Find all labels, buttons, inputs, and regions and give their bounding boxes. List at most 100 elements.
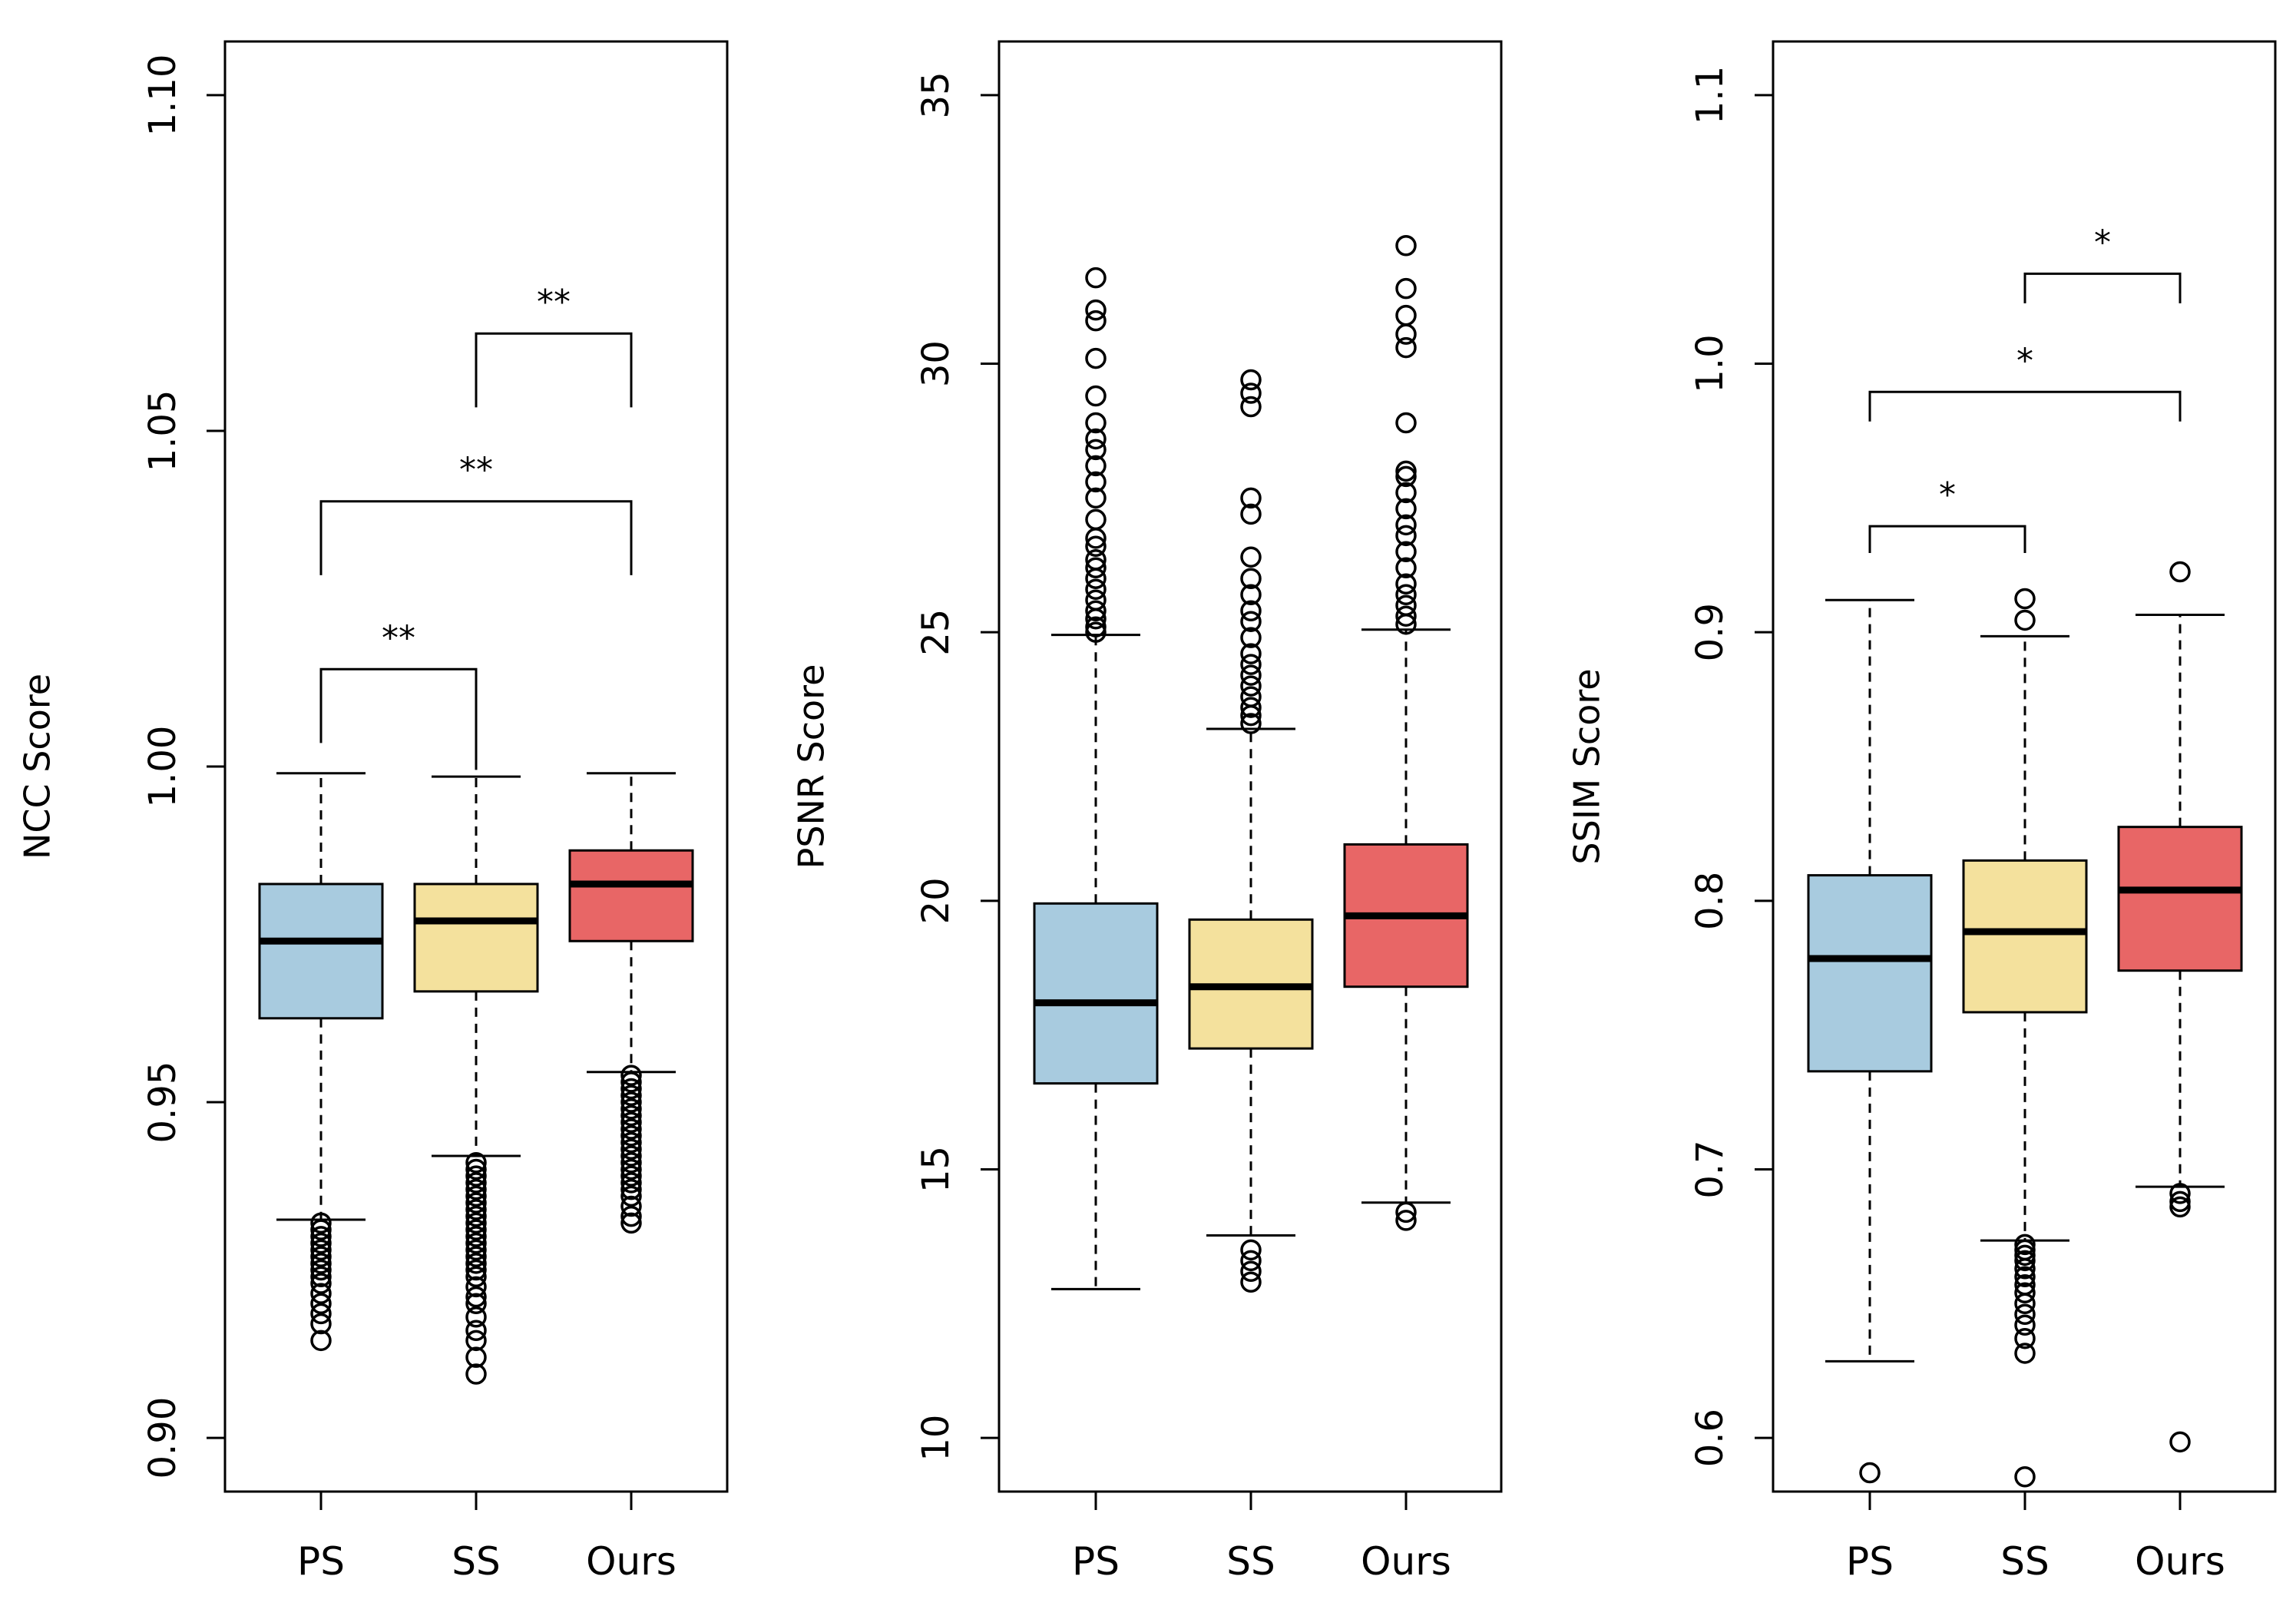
outlier-point [620, 1212, 642, 1234]
outlier-point [1240, 686, 1262, 707]
outlier-point [465, 1306, 487, 1328]
box-ours [568, 772, 694, 1234]
outlier-point [1240, 713, 1262, 734]
iqr-box [1033, 902, 1159, 1085]
outlier-point [465, 1293, 487, 1315]
outlier-point [620, 1104, 642, 1127]
y-tick-label: 0.90 [141, 1397, 184, 1479]
significance-bracket: * [2023, 223, 2182, 303]
outlier-point [465, 1320, 487, 1341]
outlier-point [2014, 1314, 2036, 1336]
outlier-point [310, 1232, 332, 1254]
outlier-point [310, 1266, 332, 1288]
outlier-point [310, 1313, 332, 1335]
outlier-point [2014, 1244, 2036, 1267]
iqr-box [568, 849, 694, 942]
outlier-point [1240, 487, 1262, 509]
outlier-point [2014, 1293, 2036, 1315]
significance-bracket: ** [475, 283, 633, 408]
outlier-point [1395, 1201, 1417, 1224]
outlier-point [2014, 1466, 2036, 1488]
outlier-point [1240, 654, 1262, 675]
x-tick-label: Ours [2135, 1539, 2225, 1584]
outlier-point [1085, 455, 1107, 477]
iqr-box [413, 883, 539, 993]
outlier-point [2014, 609, 2036, 631]
outlier-point [1085, 508, 1107, 531]
outlier-point [1395, 336, 1417, 359]
plot-frame [1772, 40, 2277, 1493]
y-tick-label: 0.9 [1689, 603, 1732, 661]
box-ss [413, 775, 539, 1385]
x-tick-label: Ours [1361, 1539, 1451, 1584]
outlier-point [1085, 589, 1107, 611]
outlier-point [1085, 600, 1107, 621]
outlier-point [1085, 439, 1107, 461]
outlier-point [1240, 382, 1262, 404]
y-axis-title: NCC Score [17, 674, 58, 859]
y-axis-title: SSIM Score [1567, 668, 1608, 864]
box-ours [2117, 561, 2243, 1453]
outlier-point [620, 1085, 642, 1107]
panel-ssim: 0.6 0.7 0.8 0.9 1.0 1.1 SSIM Score PS SS Ours * * * [1567, 40, 2277, 1584]
significance-bracket: * [1868, 341, 2182, 422]
outlier-point [1395, 412, 1417, 434]
y-tick-label: 25 [915, 609, 958, 656]
iqr-box [258, 883, 384, 1020]
outlier-point [1240, 1260, 1262, 1283]
outlier-point [1240, 697, 1262, 718]
outlier-point [310, 1273, 332, 1294]
outlier-point [465, 1212, 487, 1234]
x-tick-label: SS [1226, 1539, 1275, 1584]
significance-label: ** [382, 618, 415, 657]
y-axis-title: PSNR Score [791, 664, 832, 869]
outlier-point [465, 1226, 487, 1247]
outlier-point [1395, 277, 1417, 300]
outlier-point [1085, 299, 1107, 321]
y-tick-label: 1.05 [141, 390, 184, 472]
outlier-point [310, 1219, 332, 1240]
outlier-point [1085, 310, 1107, 332]
outlier-point [2014, 1239, 2036, 1261]
outlier-point [620, 1178, 642, 1200]
y-tick-label: 1.0 [1689, 334, 1732, 392]
outlier-point [1240, 664, 1262, 686]
outlier-point [1085, 621, 1107, 643]
outlier-point [1395, 482, 1417, 504]
outlier-point [1085, 616, 1107, 637]
outlier-point [2169, 1431, 2191, 1453]
outlier-point [2014, 1327, 2036, 1349]
outlier-point [465, 1253, 487, 1274]
outlier-point [465, 1232, 487, 1254]
outlier-point [2169, 1183, 2191, 1204]
outlier-point [2169, 561, 2191, 583]
outlier-point [620, 1195, 642, 1217]
x-tick-label: SS [452, 1539, 500, 1584]
iqr-box [1807, 874, 1933, 1073]
outlier-point [465, 1276, 487, 1298]
outlier-point [465, 1246, 487, 1267]
outlier-point [2014, 1274, 2036, 1296]
outlier-point [1240, 627, 1262, 648]
y-tick-label: 15 [915, 1146, 958, 1193]
x-tick-label: Ours [586, 1539, 677, 1584]
outlier-point [1240, 396, 1262, 418]
y-tick-label: 20 [915, 877, 958, 924]
outlier-point [620, 1185, 642, 1207]
outlier-point [1395, 594, 1417, 616]
outlier-point [465, 1205, 487, 1227]
outlier-point [310, 1239, 332, 1261]
outlier-point [310, 1293, 332, 1315]
y-tick-label: 1.00 [141, 726, 184, 808]
outlier-point [2169, 1196, 2191, 1218]
x-tick-label: PS [1072, 1539, 1120, 1584]
outlier-point [2014, 1303, 2036, 1325]
outlier-point [465, 1239, 487, 1261]
outlier-point [465, 1165, 487, 1187]
outlier-point [310, 1303, 332, 1325]
y-tick-label: 30 [915, 340, 958, 387]
x-tick-label: SS [2000, 1539, 2049, 1584]
outlier-point [465, 1286, 487, 1308]
y-tick-label: 0.8 [1689, 872, 1732, 930]
